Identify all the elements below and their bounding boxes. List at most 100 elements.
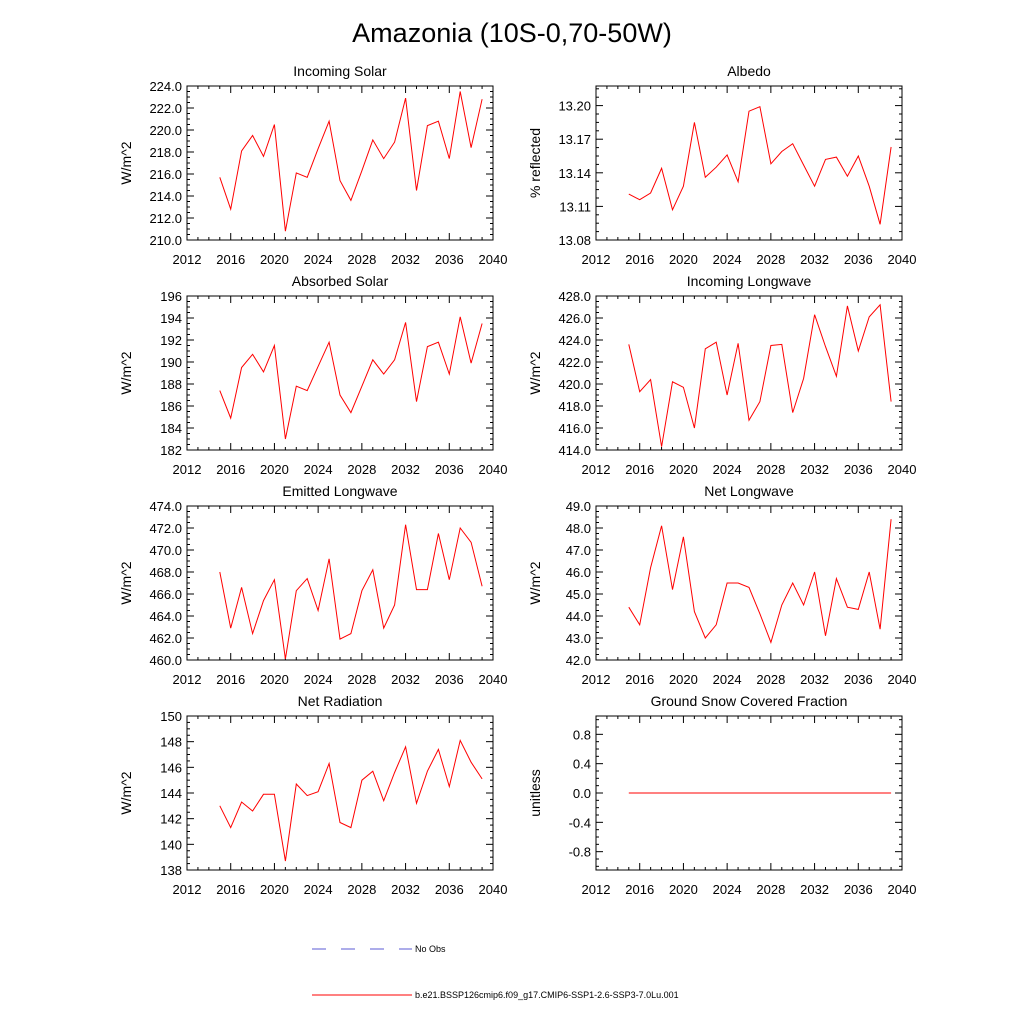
y-tick-label: 0.0 xyxy=(573,786,591,801)
y-tick-label: 196 xyxy=(160,289,182,304)
y-tick-label: 460.0 xyxy=(149,653,182,668)
y-tick-label: 470.0 xyxy=(149,543,182,558)
panel-title: Emitted Longwave xyxy=(282,483,397,499)
x-tick-label: 2028 xyxy=(756,462,785,477)
x-tick-label: 2036 xyxy=(435,672,464,687)
y-tick-label: 422.0 xyxy=(558,355,591,370)
x-tick-label: 2012 xyxy=(173,882,202,897)
x-tick-label: 2020 xyxy=(260,462,289,477)
y-axis-label: W/m^2 xyxy=(527,351,543,394)
plot-frame xyxy=(186,715,494,871)
y-tick-label: -0.4 xyxy=(569,815,591,830)
y-tick-label: 48.0 xyxy=(566,521,591,536)
x-tick-label: 2024 xyxy=(713,462,742,477)
y-tick-label: 45.0 xyxy=(566,587,591,602)
panel-title: Absorbed Solar xyxy=(292,273,389,289)
x-tick-label: 2024 xyxy=(304,252,333,267)
legend: No Obs b.e21.BSSP126cmip6.f09_g17.CMIP6-… xyxy=(312,944,679,1000)
y-tick-label: 222.0 xyxy=(149,101,182,116)
y-tick-label: 188 xyxy=(160,377,182,392)
x-tick-label: 2028 xyxy=(347,882,376,897)
y-tick-label: 426.0 xyxy=(558,311,591,326)
x-tick-label: 2024 xyxy=(304,672,333,687)
x-tick-label: 2040 xyxy=(888,882,917,897)
x-tick-label: 2036 xyxy=(435,882,464,897)
x-tick-label: 2020 xyxy=(260,672,289,687)
y-tick-label: 182 xyxy=(160,443,182,458)
x-tick-label: 2024 xyxy=(304,462,333,477)
x-tick-label: 2028 xyxy=(347,672,376,687)
x-tick-label: 2032 xyxy=(800,672,829,687)
x-tick-label: 2012 xyxy=(582,882,611,897)
x-tick-label: 2016 xyxy=(216,252,245,267)
plot-frame xyxy=(186,295,494,451)
x-tick-label: 2024 xyxy=(713,252,742,267)
panel-8: Ground Snow Covered Fraction unitless 2012… xyxy=(527,693,916,897)
y-tick-label: 44.0 xyxy=(566,609,591,624)
x-tick-label: 2020 xyxy=(669,252,698,267)
legend-model-label: b.e21.BSSP126cmip6.f09_g17.CMIP6-SSP1-2.… xyxy=(415,990,679,1000)
x-tick-label: 2012 xyxy=(173,252,202,267)
x-tick-label: 2024 xyxy=(713,672,742,687)
panel-title: Incoming Longwave xyxy=(687,273,812,289)
x-tick-label: 2024 xyxy=(304,882,333,897)
y-tick-label: 186 xyxy=(160,399,182,414)
panel-6: Net Longwave W/m^2 2012 2016 2020 2024 2028 203… xyxy=(527,483,916,687)
y-tick-label: 146 xyxy=(160,760,182,775)
x-tick-label: 2016 xyxy=(625,462,654,477)
plot-frame xyxy=(595,505,903,661)
y-tick-label: 49.0 xyxy=(566,499,591,514)
y-tick-label: 0.8 xyxy=(573,727,591,742)
x-tick-label: 2020 xyxy=(260,252,289,267)
x-tick-label: 2032 xyxy=(391,672,420,687)
y-tick-label: 138 xyxy=(160,863,182,878)
series-line-1 xyxy=(628,106,892,225)
y-tick-label: 224.0 xyxy=(149,79,182,94)
x-tick-label: 2028 xyxy=(756,882,785,897)
y-tick-label: 220.0 xyxy=(149,123,182,138)
x-tick-label: 2028 xyxy=(756,252,785,267)
x-tick-label: 2012 xyxy=(173,672,202,687)
panel-title: Net Longwave xyxy=(704,483,794,499)
x-tick-label: 2040 xyxy=(479,882,508,897)
x-tick-label: 2032 xyxy=(800,462,829,477)
x-tick-label: 2032 xyxy=(800,882,829,897)
series-line-1 xyxy=(219,524,483,659)
y-tick-label: 416.0 xyxy=(558,421,591,436)
x-tick-label: 2032 xyxy=(800,252,829,267)
panel-2: Albedo % reflected 2012 2016 2020 2024 2028 203… xyxy=(527,63,916,267)
y-tick-label: 0.4 xyxy=(573,757,591,772)
y-axis-label: W/m^2 xyxy=(118,561,134,604)
y-tick-label: 13.17 xyxy=(558,132,591,147)
y-tick-label: 150 xyxy=(160,709,182,724)
y-tick-label: 13.20 xyxy=(558,99,591,114)
panel-title: Net Radiation xyxy=(298,693,383,709)
y-tick-label: 140 xyxy=(160,837,182,852)
y-tick-label: 46.0 xyxy=(566,565,591,580)
series-line-1 xyxy=(219,91,483,232)
x-tick-label: 2028 xyxy=(347,252,376,267)
y-tick-label: 474.0 xyxy=(149,499,182,514)
x-tick-label: 2020 xyxy=(669,882,698,897)
y-tick-label: 466.0 xyxy=(149,587,182,602)
y-tick-label: 42.0 xyxy=(566,653,591,668)
x-tick-label: 2020 xyxy=(669,462,698,477)
y-tick-label: 420.0 xyxy=(558,377,591,392)
x-tick-label: 2016 xyxy=(625,672,654,687)
panel-1: Incoming Solar W/m^2 2012 2016 2020 2024 2028 2… xyxy=(118,63,507,267)
x-tick-label: 2036 xyxy=(844,882,873,897)
y-axis-label: % reflected xyxy=(527,128,543,198)
y-axis-label: W/m^2 xyxy=(118,351,134,394)
x-tick-label: 2016 xyxy=(216,462,245,477)
y-axis-label: W/m^2 xyxy=(118,771,134,814)
y-tick-label: 142 xyxy=(160,812,182,827)
plot-frame xyxy=(595,295,903,451)
y-tick-label: 148 xyxy=(160,735,182,750)
y-tick-label: 464.0 xyxy=(149,609,182,624)
x-tick-label: 2016 xyxy=(625,882,654,897)
x-tick-label: 2040 xyxy=(888,252,917,267)
y-tick-label: 414.0 xyxy=(558,443,591,458)
y-tick-label: 418.0 xyxy=(558,399,591,414)
x-tick-label: 2036 xyxy=(844,672,873,687)
